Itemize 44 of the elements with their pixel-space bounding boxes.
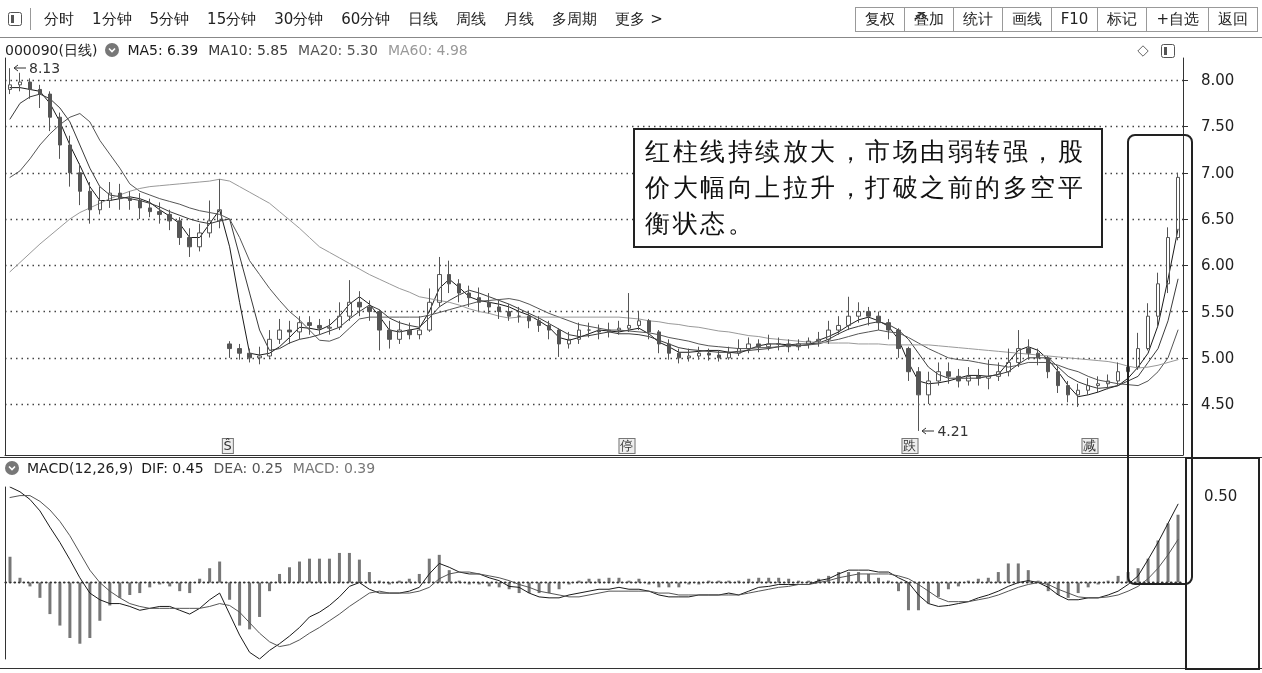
text: F10 [1050,7,1099,32]
y-tick-label: 6.50 [1201,210,1235,229]
annotation: Ŝ [221,438,234,454]
text: DEA: 0.25 [213,459,283,477]
chart-title: 000090(日线) [5,41,98,59]
text: 日线 [407,9,440,29]
text: 标记 [1097,7,1148,32]
text: 月线 [503,9,536,29]
y-tick-label: 8.00 [1201,71,1235,90]
y-tick-label: 7.50 [1201,117,1235,136]
annotation: 停 [618,438,636,454]
text: 30分钟 [273,9,325,29]
text: 多周期 [551,9,599,29]
y-tick-label: 7.00 [1201,163,1235,182]
text: MA20: 5.30 [298,41,378,59]
text: 周线 [455,9,488,29]
text: MACD: 0.39 [292,459,376,477]
annotation: 减 [1081,438,1099,454]
text: 5分钟 [148,9,191,29]
text: 0.50 [1204,487,1238,505]
text: 返回 [1208,7,1258,32]
y-tick-label: 5.00 [1201,348,1235,367]
annotation: 4.21 [937,422,969,439]
text: 叠加 [903,7,954,32]
text: 复权 [854,7,905,32]
text: 1分钟 [91,9,133,29]
text: DIF: 0.45 [141,459,204,477]
y-tick-label: 4.50 [1201,395,1235,414]
text: +自选 [1146,7,1209,32]
text: MA10: 5.85 [208,41,289,59]
text: 画线 [1001,7,1052,32]
text: MA60: 4.98 [387,41,468,59]
text: 统计 [952,7,1003,32]
annotation: 跌 [901,438,919,454]
y-tick-label: 5.50 [1201,302,1235,321]
text: 60分钟 [340,9,392,29]
y-tick-label: 6.00 [1201,256,1235,275]
text: 分时 [43,9,75,29]
annotation: 红柱线持续放大，市场由弱转强，股价大幅向上拉升，打破之前的多空平衡状态。 [633,128,1103,248]
text: MA5: 6.39 [127,41,199,59]
text: 更多 > [614,9,664,29]
chart-title: MACD(12,26,9) [27,459,134,477]
text: 15分钟 [206,9,258,29]
annotation: 8.13 [28,60,61,77]
